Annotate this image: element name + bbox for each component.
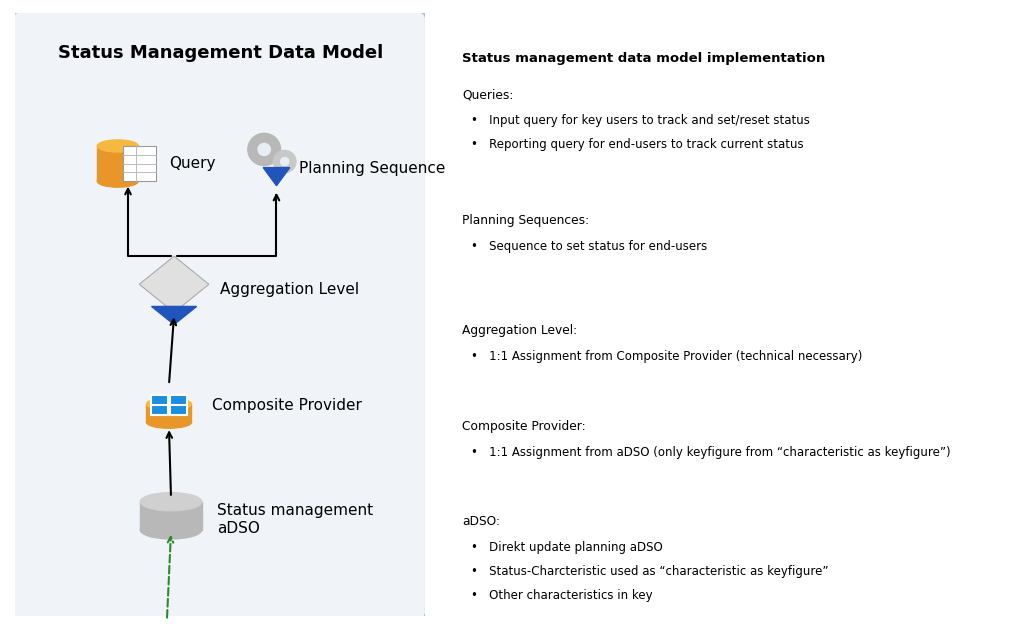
Text: Status Management Data Model: Status Management Data Model	[57, 44, 383, 62]
Ellipse shape	[140, 521, 202, 539]
Polygon shape	[139, 256, 209, 313]
Text: •   Reporting query for end-users to track current status: • Reporting query for end-users to track…	[471, 138, 804, 151]
Bar	[123, 147, 156, 181]
Text: •   Direkt update planning aDSO: • Direkt update planning aDSO	[471, 541, 663, 554]
Circle shape	[258, 143, 270, 155]
Circle shape	[248, 133, 281, 165]
Ellipse shape	[97, 140, 138, 152]
Ellipse shape	[140, 493, 202, 511]
Text: Queries:: Queries:	[463, 88, 514, 101]
Circle shape	[273, 150, 296, 172]
Bar	[170, 404, 187, 415]
Bar	[151, 404, 168, 415]
Text: •   1:1 Assignment from aDSO (only keyfigure from “characteristic as keyfigure”): • 1:1 Assignment from aDSO (only keyfigu…	[471, 445, 950, 459]
Text: •   1:1 Assignment from Composite Provider (technical necessary): • 1:1 Assignment from Composite Provider…	[471, 350, 862, 363]
Text: Aggregation Level:: Aggregation Level:	[463, 324, 578, 337]
Text: Planning Sequences:: Planning Sequences:	[463, 214, 590, 226]
Polygon shape	[263, 167, 290, 186]
Polygon shape	[138, 621, 196, 629]
Text: •   Status-Charcteristic used as “characteristic as keyfigure”: • Status-Charcteristic used as “characte…	[471, 565, 828, 578]
Text: Status management data model implementation: Status management data model implementat…	[463, 52, 825, 65]
Text: Status management: Status management	[217, 503, 373, 518]
Bar	[151, 394, 168, 405]
Ellipse shape	[146, 416, 191, 428]
FancyBboxPatch shape	[445, 13, 1014, 616]
Text: aDSO:: aDSO:	[463, 515, 501, 528]
Text: Planning Sequence: Planning Sequence	[299, 161, 445, 176]
Bar	[97, 146, 138, 181]
Text: •   Input query for key users to track and set/reset status: • Input query for key users to track and…	[471, 114, 810, 127]
Text: Composite Provider: Composite Provider	[212, 398, 361, 413]
Text: aDSO: aDSO	[217, 521, 260, 537]
Text: Query: Query	[169, 156, 215, 171]
Ellipse shape	[97, 175, 138, 187]
Circle shape	[281, 157, 289, 165]
Bar	[146, 404, 191, 422]
Text: •   Sequence to set status for end-users: • Sequence to set status for end-users	[471, 240, 708, 253]
FancyBboxPatch shape	[12, 11, 426, 620]
Text: •   Other characteristics in key: • Other characteristics in key	[471, 589, 652, 602]
Text: Composite Provider:: Composite Provider:	[463, 420, 586, 433]
Bar	[140, 502, 202, 530]
Bar	[170, 394, 187, 405]
Polygon shape	[152, 306, 197, 325]
Text: Aggregation Level: Aggregation Level	[220, 282, 359, 297]
Ellipse shape	[146, 398, 191, 410]
